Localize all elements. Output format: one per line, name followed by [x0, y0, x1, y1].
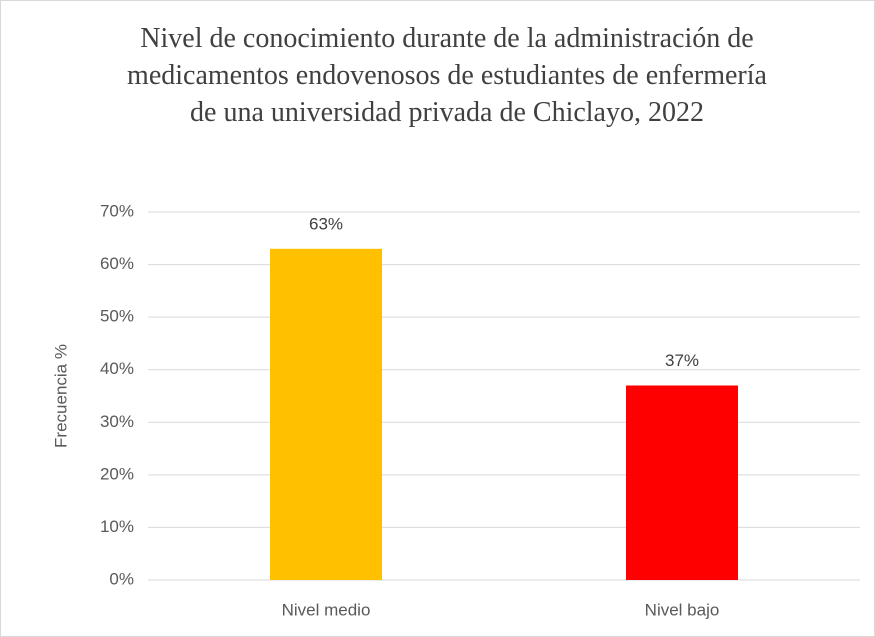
x-tick-label: Nivel medio: [282, 600, 371, 619]
y-tick-label: 50%: [100, 307, 134, 326]
data-label: 37%: [665, 351, 699, 370]
y-tick-label: 40%: [100, 359, 134, 378]
y-tick-label: 10%: [100, 517, 134, 536]
bar: [270, 248, 382, 581]
y-axis-label: Frecuencia %: [51, 344, 70, 448]
x-tick-label: Nivel bajo: [645, 600, 720, 619]
chart-title: Nivel de conocimiento durante de la admi…: [127, 23, 767, 128]
bar: [626, 385, 738, 580]
y-tick-label: 30%: [100, 412, 134, 431]
y-tick-label: 0%: [109, 569, 134, 588]
y-tick-label: 70%: [100, 201, 134, 220]
y-tick-label: 60%: [100, 254, 134, 273]
y-tick-label: 20%: [100, 464, 134, 483]
data-label: 63%: [309, 214, 343, 233]
